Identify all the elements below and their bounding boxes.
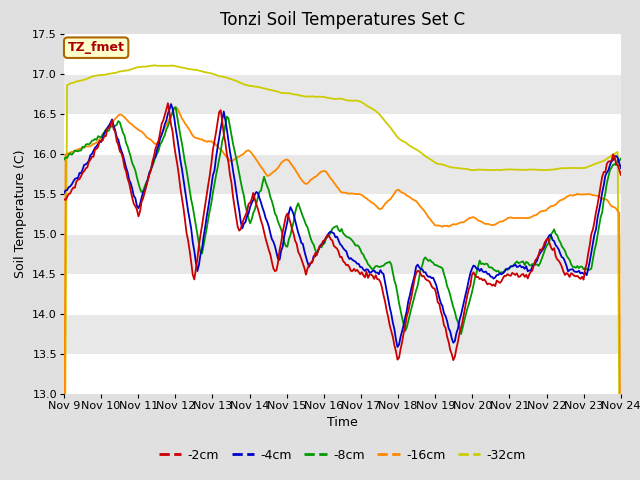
-8cm	[172, 104, 179, 110]
Bar	[64, 154, 621, 193]
-2cm	[305, 262, 313, 268]
-4cm	[60, 190, 68, 196]
-4cm	[228, 157, 236, 163]
-4cm	[617, 165, 625, 171]
-2cm	[589, 227, 596, 232]
Text: TZ_fmet: TZ_fmet	[68, 41, 125, 54]
-8cm	[457, 331, 465, 337]
-16cm	[172, 105, 179, 111]
Bar	[64, 354, 621, 394]
-2cm	[228, 180, 236, 186]
-32cm	[246, 83, 254, 89]
-32cm	[255, 84, 263, 90]
-4cm	[255, 195, 263, 201]
-32cm	[228, 76, 236, 82]
-16cm	[305, 179, 313, 185]
-8cm	[589, 256, 596, 262]
-4cm	[589, 240, 596, 246]
Line: -32cm: -32cm	[64, 65, 621, 480]
-4cm	[167, 101, 175, 107]
-2cm	[449, 357, 457, 363]
-32cm	[129, 66, 136, 72]
-8cm	[60, 156, 68, 162]
Bar	[64, 73, 621, 114]
X-axis label: Time: Time	[327, 416, 358, 429]
Bar	[64, 274, 621, 313]
-2cm	[164, 100, 172, 106]
-4cm	[305, 264, 313, 270]
-16cm	[246, 149, 254, 155]
-16cm	[228, 158, 236, 164]
Line: -8cm: -8cm	[64, 107, 621, 334]
-4cm	[129, 186, 136, 192]
Line: -2cm: -2cm	[64, 103, 621, 360]
Title: Tonzi Soil Temperatures Set C: Tonzi Soil Temperatures Set C	[220, 11, 465, 29]
-2cm	[617, 172, 625, 178]
Bar	[64, 193, 621, 234]
-2cm	[246, 200, 254, 205]
Legend: -2cm, -4cm, -8cm, -16cm, -32cm: -2cm, -4cm, -8cm, -16cm, -32cm	[154, 444, 531, 467]
Line: -4cm: -4cm	[64, 104, 621, 347]
Bar	[64, 114, 621, 154]
-4cm	[394, 344, 401, 350]
-8cm	[255, 189, 263, 195]
-8cm	[228, 133, 236, 139]
-8cm	[246, 220, 254, 226]
-2cm	[60, 196, 68, 202]
-4cm	[246, 204, 254, 210]
-32cm	[588, 163, 595, 168]
-8cm	[305, 230, 313, 236]
-2cm	[255, 212, 263, 218]
-32cm	[305, 94, 313, 99]
-8cm	[617, 156, 625, 161]
-16cm	[588, 192, 595, 197]
-16cm	[255, 162, 263, 168]
Line: -16cm: -16cm	[64, 108, 621, 480]
-32cm	[150, 62, 158, 68]
-8cm	[129, 160, 136, 166]
Bar	[64, 34, 621, 73]
-2cm	[129, 195, 136, 201]
Y-axis label: Soil Temperature (C): Soil Temperature (C)	[13, 149, 27, 278]
-16cm	[129, 122, 136, 128]
Bar	[64, 234, 621, 274]
Bar	[64, 313, 621, 354]
